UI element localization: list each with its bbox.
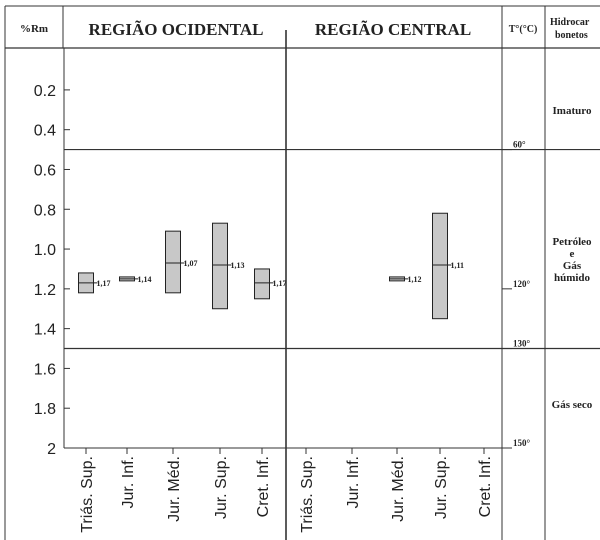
y-tick-label: 1.8	[34, 401, 56, 418]
central-category-label: Jur. Sup.	[433, 456, 450, 519]
west-category-label: Cret. Inf.	[255, 456, 272, 517]
central-category-label: Jur. Méd.	[390, 456, 407, 522]
y-tick-label: 1.6	[34, 361, 56, 378]
y-tick-label: 2	[47, 441, 56, 458]
x-axis-category-labels: Triás. Sup. Jur. Inf. Jur. Méd. Jur. Sup. Cr…	[79, 448, 494, 533]
y-tick-label: 0.4	[34, 123, 56, 140]
temperature-label: 120°	[513, 279, 531, 289]
central-category-label: Triás. Sup.	[299, 456, 316, 533]
central-category-label: Jur. Inf.	[345, 456, 362, 508]
west-range-box	[254, 268, 270, 300]
hydrocarbon-header-line1: Hidrocar	[550, 17, 590, 28]
y-tick-label: 0.6	[34, 162, 56, 179]
zone-label: Gás seco	[552, 399, 593, 411]
west-category-label: Triás. Sup.	[79, 456, 96, 533]
zone-label: húmido	[554, 272, 591, 284]
central-category-label: Cret. Inf.	[477, 456, 494, 517]
zone-boundary-lines	[64, 148, 600, 350]
west-mean-label: 1,13	[231, 261, 245, 270]
temperature-label: 130°	[513, 339, 531, 349]
west-mean-label: 1,07	[184, 259, 198, 268]
west-mean-label: 1,17	[97, 279, 111, 288]
west-mean-label: 1,14	[138, 275, 152, 284]
temperature-label: 60°	[513, 140, 526, 150]
hydrocarbon-header-line2: bonetos	[555, 30, 588, 41]
central-mean-label: 1,12	[408, 275, 422, 284]
y-tick-label: 0.8	[34, 202, 56, 219]
zone-label: Imaturo	[553, 105, 592, 117]
west-range-box	[165, 230, 181, 294]
zone-label: Gás	[563, 260, 582, 272]
y-tick-label: 1.4	[34, 322, 56, 339]
zone-label: e	[570, 248, 575, 260]
zone-label: Petróleo	[552, 236, 592, 248]
west-mean-label: 1,17	[273, 279, 287, 288]
region-west-title: REGIÃO OCIDENTAL	[89, 20, 264, 39]
y-axis-label: %Rm	[20, 23, 48, 35]
temperature-marks: 60° 120° 130° 150°	[502, 140, 531, 449]
y-tick-label: 1.2	[34, 282, 56, 299]
central-mean-label: 1,11	[451, 261, 465, 270]
west-range-box	[212, 222, 228, 310]
chart-frame	[4, 5, 600, 540]
y-tick-label: 0.2	[34, 83, 56, 100]
range-boxes: 1,17 1,14 1,07 1,13 1,17 1,12 1,11	[78, 212, 465, 320]
temperature-label: 150°	[513, 438, 531, 448]
west-category-label: Jur. Sup.	[213, 456, 230, 519]
west-category-label: Jur. Méd.	[166, 456, 183, 522]
y-axis-ticks: 0.2 0.4 0.6 0.8 1.0 1.2 1.4 1.6 1.8 2	[34, 83, 70, 458]
region-central-title: REGIÃO CENTRAL	[315, 20, 471, 39]
temperature-header: T°(°C)	[509, 24, 538, 35]
y-tick-label: 1.0	[34, 242, 56, 259]
central-range-box	[432, 212, 448, 320]
west-category-label: Jur. Inf.	[120, 456, 137, 508]
